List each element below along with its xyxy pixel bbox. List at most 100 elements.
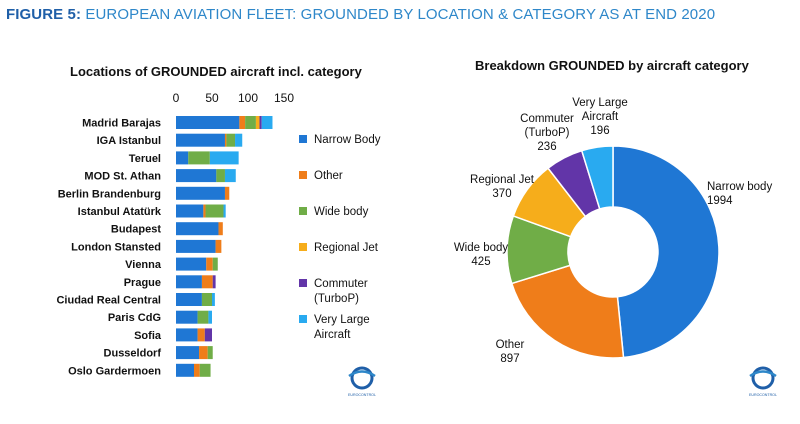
category-label: Istanbul Atatürk (78, 206, 162, 218)
bar-segment-narrow (176, 151, 189, 165)
legend-label: Narrow Body (314, 134, 381, 146)
logo-ring-icon (350, 366, 374, 390)
figure-title-lead: FIGURE 5: (6, 6, 82, 23)
x-tick-label: 50 (205, 91, 219, 105)
bar-segment-wide (207, 346, 213, 360)
figure-title-text: EUROPEAN AVIATION FLEET: GROUNDED BY LOC… (85, 6, 716, 23)
logo-swoosh-icon (348, 370, 376, 378)
legend-swatch-regional (299, 243, 307, 251)
legend-label: Aircraft (314, 329, 351, 341)
bar-segment-other (215, 239, 222, 253)
bar-segment-commuter (212, 275, 216, 289)
bar-segment-other (206, 257, 213, 271)
bar-segment-vla (235, 133, 243, 147)
bar-segment-other (224, 186, 230, 200)
category-label: Oslo Gardermoen (68, 365, 161, 377)
bar-segment-vla (224, 169, 236, 183)
donut-category-label: Wide body (454, 242, 509, 254)
bar-segment-vla (223, 204, 226, 218)
donut-category-label: Commuter (520, 113, 574, 125)
bar-segment-narrow (176, 346, 200, 360)
x-tick-label: 100 (238, 91, 258, 105)
bar-segment-vla (261, 116, 273, 129)
bar-segment-narrow (176, 293, 202, 306)
bar-segment-other (201, 275, 213, 289)
donut-category-label: Aircraft (582, 111, 619, 123)
legend-label: Commuter (314, 278, 368, 290)
bar-segment-narrow (176, 133, 225, 147)
bar-segment-narrow (176, 310, 198, 324)
category-label: IGA Istanbul (97, 135, 161, 147)
legend-label: Wide body (314, 206, 369, 218)
category-label: Sofia (134, 330, 162, 342)
logo-swoosh-icon (749, 370, 777, 378)
category-label: Madrid Barajas (82, 118, 161, 130)
bar-segment-vla (212, 293, 215, 306)
bar-segment-wide (216, 169, 225, 183)
bar-segment-narrow (176, 222, 219, 236)
legend-swatch-vla (299, 315, 307, 323)
bar-segment-other (199, 346, 208, 360)
donut-category-label: Narrow body (707, 181, 772, 193)
category-label: Teruel (129, 153, 161, 165)
figure-title: FIGURE 5: EUROPEAN AVIATION FLEET: GROUN… (6, 6, 715, 23)
bar-segment-commuter (259, 116, 262, 129)
bar-segment-narrow (176, 275, 202, 289)
bar-segment-narrow (176, 328, 198, 342)
bar-segment-other (218, 222, 223, 236)
bar-segment-other (197, 328, 205, 342)
category-label: Paris CdG (108, 312, 161, 324)
category-label: Berlin Brandenburg (58, 188, 161, 200)
bar-segment-vla (209, 151, 239, 165)
donut-slice-labels: Narrow body 1994 Other 897 Wide body 425 Regio… (454, 97, 773, 365)
bar-segment-wide (226, 133, 236, 147)
category-label: Ciudad Real Central (56, 295, 161, 307)
bar-segment-narrow (176, 239, 216, 253)
donut-value-label: 236 (537, 141, 556, 153)
donut-value-label: 1994 (707, 195, 733, 207)
donut-category-label: (TurboP) (525, 127, 570, 139)
category-label: Prague (124, 277, 161, 289)
x-tick-label: 150 (274, 91, 294, 105)
category-label: Budapest (111, 224, 161, 236)
eurocontrol-logo-right: EUROCONTROL (749, 366, 777, 397)
bar-segment-other (239, 116, 246, 129)
bar-x-axis-ticks: 0 50 100 150 (173, 91, 295, 105)
bar-segment-narrow (176, 169, 217, 183)
donut-value-label: 425 (471, 256, 490, 268)
bar-segment-narrow (176, 186, 225, 200)
bar-segment-narrow (176, 204, 204, 218)
bar-segment-wide (245, 116, 256, 129)
legend-label: (TurboP) (314, 293, 359, 305)
bar-segment-wide (197, 310, 209, 324)
bar-segment-other (194, 363, 200, 377)
donut-value-label: 196 (590, 125, 609, 137)
donut-category-label: Very Large (572, 97, 628, 109)
legend-label: Very Large (314, 314, 370, 326)
donut-category-label: Other (496, 339, 525, 351)
donut-value-label: 897 (500, 353, 519, 365)
bar-legend: Narrow Body Other Wide body Regional Jet Com… (299, 134, 381, 341)
bar-segment-narrow (176, 363, 194, 377)
bar-segment-wide (205, 204, 224, 218)
x-tick-label: 0 (173, 91, 180, 105)
logo-label: EUROCONTROL (749, 393, 777, 397)
bar-segment-regional (255, 116, 260, 129)
category-label: London Stansted (71, 241, 161, 253)
category-label: MOD St. Athan (84, 171, 161, 183)
donut-chart-title: Breakdown GROUNDED by aircraft category (475, 58, 750, 73)
bar-category-labels: Madrid Barajas IGA Istanbul Teruel MOD St. … (56, 118, 161, 378)
bar-segment-other (203, 204, 206, 218)
donut-slice-narrow (612, 145, 720, 359)
bar-segment-wide (199, 363, 211, 377)
legend-swatch-narrow (299, 135, 307, 143)
logo-label: EUROCONTROL (348, 393, 376, 397)
bar-segment-narrow (176, 257, 207, 271)
donut-value-label: 370 (492, 188, 511, 200)
bar-segment-vla (208, 310, 212, 324)
legend-label: Other (314, 170, 343, 182)
category-label: Dusseldorf (104, 348, 162, 360)
donut-slices (506, 145, 720, 359)
bar-segment-wide (188, 151, 210, 165)
